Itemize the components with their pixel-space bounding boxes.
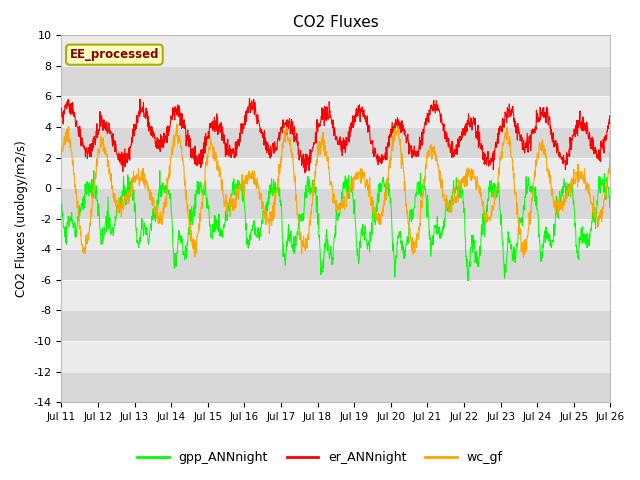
- Title: CO2 Fluxes: CO2 Fluxes: [293, 15, 379, 30]
- Bar: [61, 372, 611, 402]
- Y-axis label: CO2 Fluxes (urology/m2/s): CO2 Fluxes (urology/m2/s): [15, 140, 28, 297]
- Bar: [61, 188, 611, 219]
- Bar: [61, 66, 611, 96]
- Bar: [61, 311, 611, 341]
- Bar: [61, 96, 611, 127]
- Legend: gpp_ANNnight, er_ANNnight, wc_gf: gpp_ANNnight, er_ANNnight, wc_gf: [132, 446, 508, 469]
- Bar: [61, 341, 611, 372]
- Bar: [61, 249, 611, 280]
- Bar: [61, 157, 611, 188]
- Bar: [61, 280, 611, 311]
- Bar: [61, 127, 611, 157]
- Bar: [61, 36, 611, 66]
- Text: EE_processed: EE_processed: [70, 48, 159, 61]
- Bar: [61, 219, 611, 249]
